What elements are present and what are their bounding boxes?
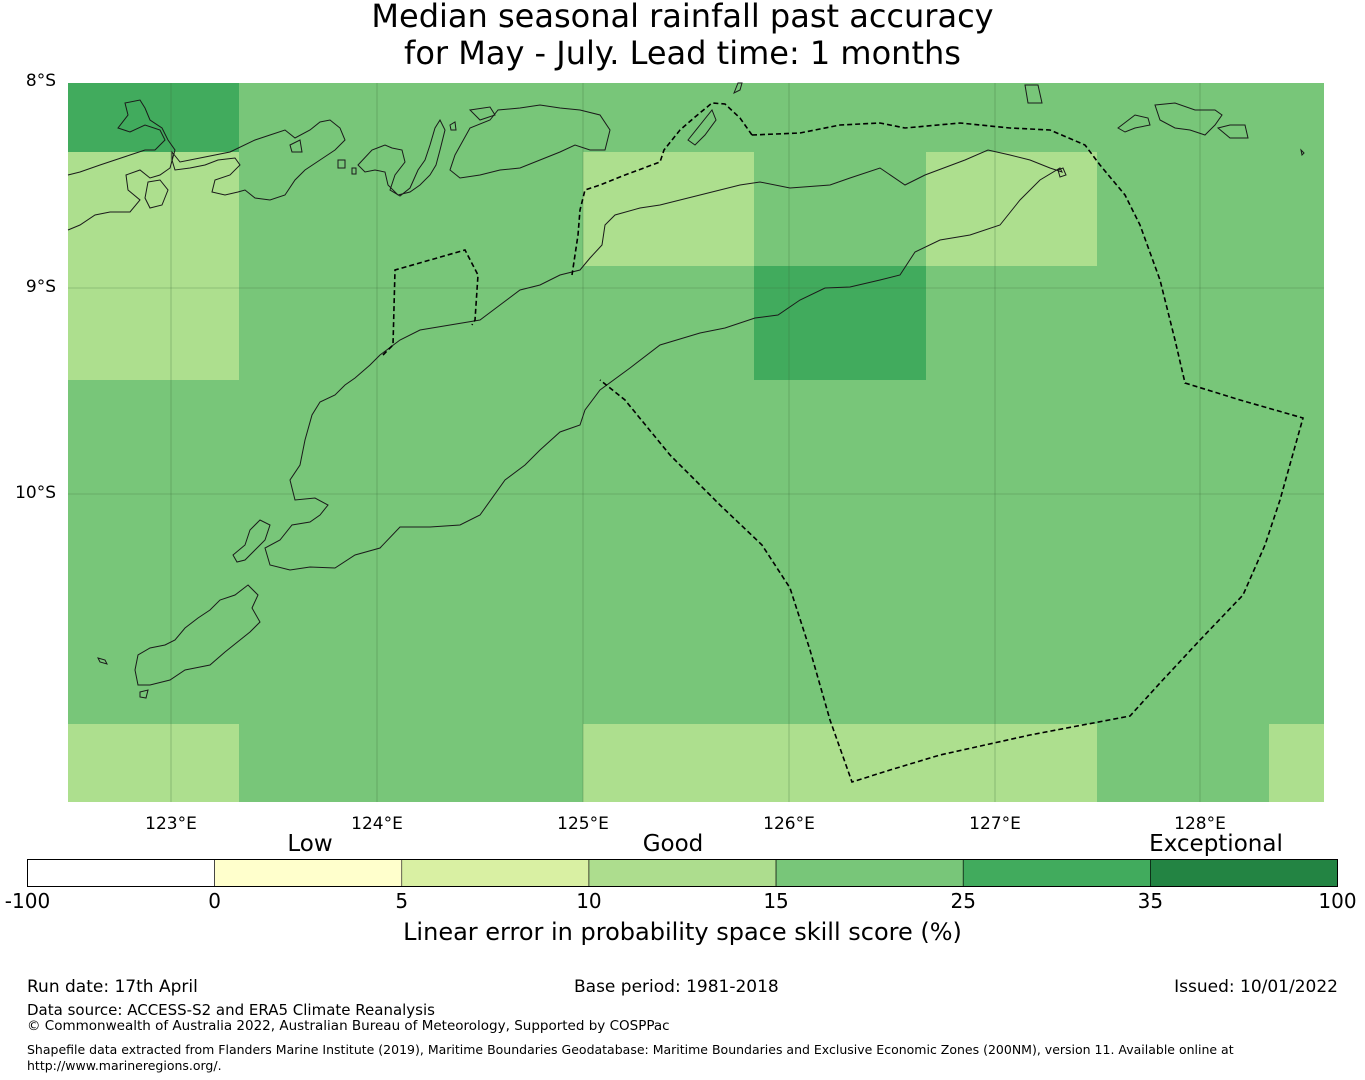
skill-cell: [68, 83, 239, 152]
colorbar-category-good: Good: [642, 831, 704, 857]
skill-cell: [926, 152, 1097, 266]
lat-label: 10°S: [15, 483, 56, 503]
copyright: © Commonwealth of Australia 2022, Austra…: [27, 1018, 670, 1034]
lon-label: 124°E: [351, 814, 403, 834]
skill-cell: [1269, 724, 1324, 802]
chart-title-line-2: for May - July. Lead time: 1 months: [404, 34, 961, 72]
coastlines: [67, 82, 1305, 699]
lon-label: 125°E: [557, 814, 609, 834]
colorbar-label: Linear error in probability space skill …: [403, 918, 962, 946]
base-period: Base period: 1981-2018: [574, 977, 779, 997]
colorbar-tick-label: 15: [763, 889, 789, 913]
lon-label: 123°E: [145, 814, 197, 834]
flores-coastline: [67, 99, 176, 231]
skill-cell: [583, 724, 1097, 802]
shapefile-credit-line-1: Shapefile data extracted from Flanders M…: [27, 1042, 1234, 1057]
colorbar-tick-label: -100: [4, 889, 51, 913]
colorbar-tick-label: 0: [208, 889, 221, 913]
rote-coastline: [134, 584, 261, 686]
skill-cell: [583, 152, 754, 266]
colorbar-tick-label: 25: [950, 889, 976, 913]
lon-label: 126°E: [763, 814, 815, 834]
issued-date: Issued: 10/01/2022: [1174, 977, 1338, 997]
colorbar-category-exceptional: Exceptional: [1149, 831, 1283, 857]
skill-cell: [68, 152, 239, 380]
colorbar-tick-label: 10: [576, 889, 602, 913]
timor-coastline: [264, 149, 1063, 571]
data-source: Data source: ACCESS-S2 and ERA5 Climate …: [27, 1001, 435, 1019]
skill-cell: [754, 266, 926, 380]
lat-label: 8°S: [25, 71, 56, 91]
chart-title-line-1: Median seasonal rainfall past accuracy: [371, 0, 994, 35]
lon-label: 128°E: [1174, 814, 1226, 834]
colorbar-tick-label: 35: [1137, 889, 1164, 913]
skill-cell: [68, 724, 239, 802]
graticule: [68, 83, 1324, 802]
lon-label: 127°E: [969, 814, 1021, 834]
shapefile-credit-line-2: http://www.marineregions.org/.: [27, 1058, 222, 1073]
alor-coastline: [357, 118, 446, 197]
run-date: Run date: 17th April: [27, 977, 198, 997]
colorbar-tick-label: 100: [1318, 889, 1357, 913]
colorbar-tick-label: 5: [395, 889, 409, 913]
maritime-boundary: [382, 102, 1304, 783]
lat-label: 9°S: [25, 277, 56, 297]
colorbar-category-low: Low: [287, 831, 333, 857]
